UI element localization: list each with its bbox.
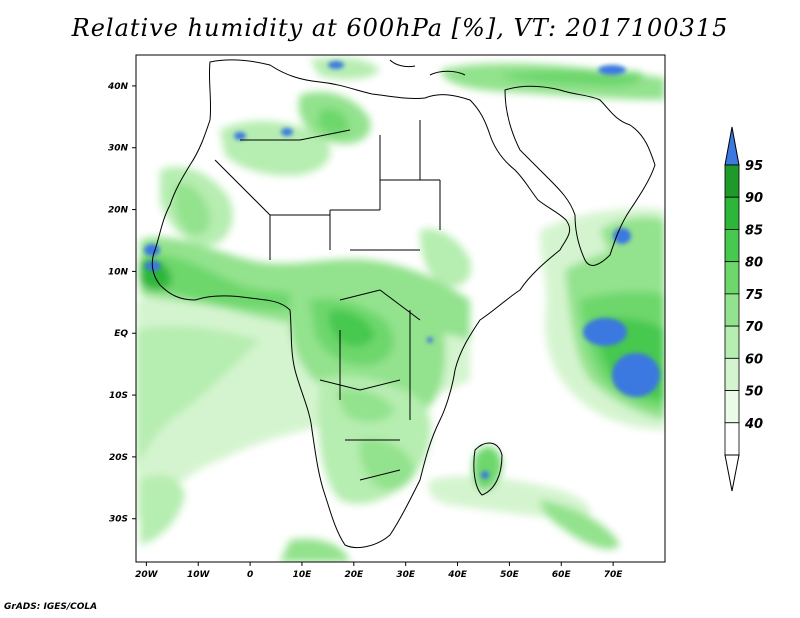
longitude-axis: 20W 10W 0 10E 20E 30E 40E 50E 60E 70E [135, 562, 623, 580]
lon-tick-label: 0 [247, 570, 253, 580]
map-title: Relative humidity at 600hPa [%], VT: 201… [71, 14, 729, 42]
lon-tick-label: 10E [293, 570, 313, 580]
lat-tick-label: EQ [114, 329, 128, 339]
colorbar-label: 40 [744, 417, 763, 432]
colorbar-bottom-arrow [724, 454, 740, 492]
lon-tick-label: 30E [396, 570, 416, 580]
latitude-axis: 40N 30N 20N 10N EQ 10S 20S 30S [107, 82, 136, 525]
colorbar-swatch [724, 325, 740, 359]
lat-tick-label: 20S [109, 453, 128, 463]
colorbar-label: 95 [745, 159, 763, 174]
colorbar-swatch [724, 229, 740, 263]
coastlines [151, 59, 656, 548]
lat-tick-label: 10S [109, 391, 128, 401]
colorbar-label: 80 [745, 256, 763, 271]
colorbar-label: 60 [745, 352, 763, 367]
colorbar-swatch [724, 164, 740, 198]
colorbar-swatch [724, 196, 740, 230]
colorbar-label: 75 [745, 288, 763, 303]
lon-tick-label: 50E [500, 570, 520, 580]
lat-tick-label: 10N [108, 267, 129, 277]
colorbar-swatch [724, 293, 740, 327]
colorbar-label: 50 [745, 385, 763, 400]
lat-tick-label: 30S [109, 515, 128, 525]
lon-tick-label: 60E [552, 570, 572, 580]
lon-tick-label: 20W [135, 570, 159, 580]
colorbar-swatch [724, 357, 740, 391]
map-frame [135, 54, 666, 563]
lat-tick-label: 40N [107, 82, 129, 92]
lon-tick-label: 70E [604, 570, 624, 580]
lon-tick-label: 40E [447, 570, 468, 580]
saturation-patches [144, 61, 660, 479]
lat-tick-label: 30N [108, 144, 129, 154]
grads-credit: GrADS: IGES/COLA [4, 602, 98, 612]
colorbar-label: 85 [745, 223, 763, 238]
colorbar-label: 90 [745, 191, 763, 206]
colorbar-swatch [724, 390, 740, 424]
colorbar-label: 70 [745, 320, 763, 335]
lon-tick-label: 10W [187, 570, 211, 580]
colorbar-swatch [724, 422, 740, 456]
colorbar: 95 90 85 80 75 70 60 50 40 [724, 126, 763, 492]
colorbar-swatch [724, 261, 740, 295]
colorbar-top-arrow [724, 126, 740, 166]
lon-tick-label: 20E [344, 570, 364, 580]
lat-tick-label: 20N [108, 206, 129, 216]
